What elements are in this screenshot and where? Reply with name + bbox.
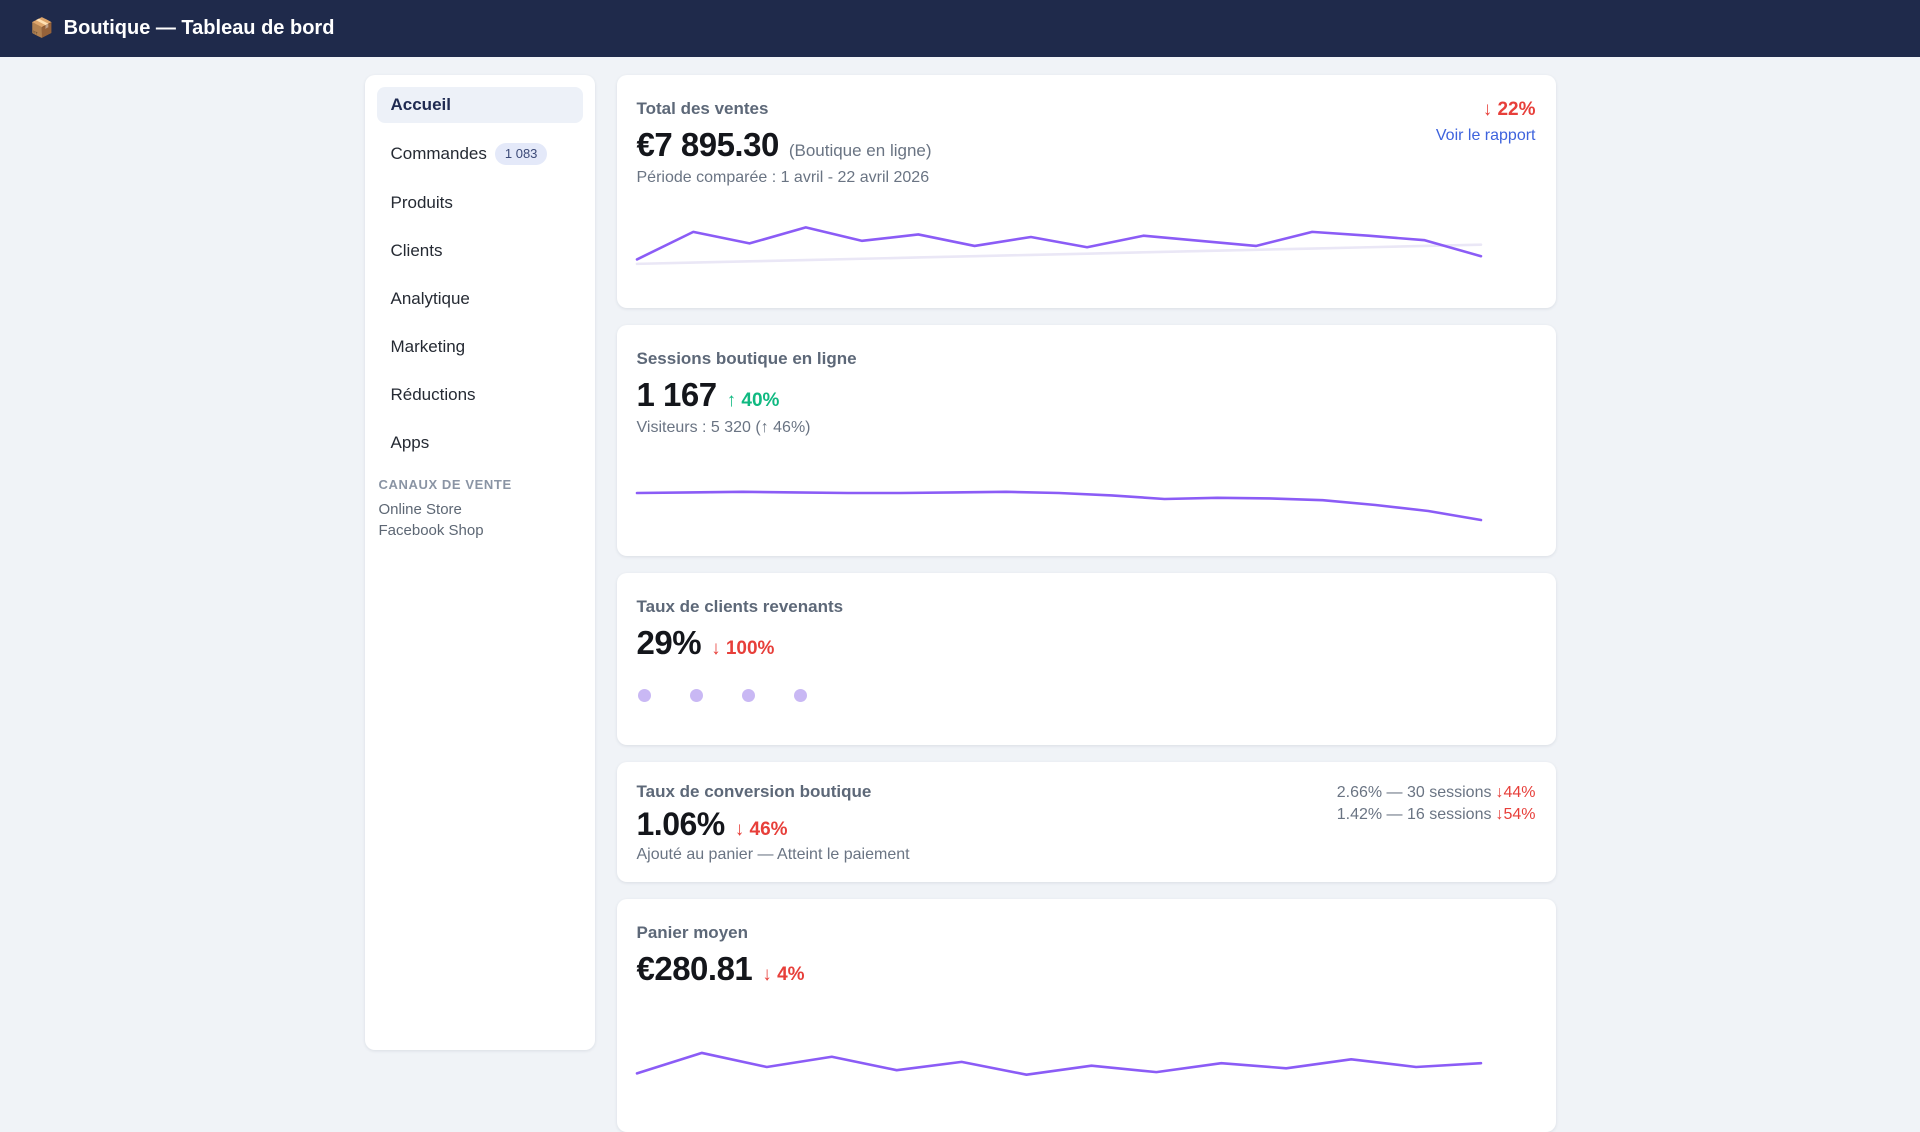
breakdown-delta: ↓44% xyxy=(1495,784,1536,801)
sidebar: Accueil Commandes 1 083 Produits Clients… xyxy=(364,75,595,1050)
dashboard-main: Total des ventes €7 895.30 (Boutique en … xyxy=(616,75,1556,1132)
compared-period-text: Période comparée : 1 avril - 22 avril 20… xyxy=(636,168,930,186)
total-sales-sparkline xyxy=(637,205,1481,269)
sidebar-item-produits[interactable]: Produits xyxy=(377,185,583,221)
funnel-steps-text: Ajouté au panier — Atteint le paiement xyxy=(636,846,910,863)
conversion-value: 1.06% xyxy=(636,806,726,842)
conversion-rate-card: Taux de conversion boutique 1.06% ↓ 46% … xyxy=(616,762,1556,882)
total-sales-card: Total des ventes €7 895.30 (Boutique en … xyxy=(616,75,1556,308)
average-cart-card: Panier moyen €280.81 ↓ 4% xyxy=(616,899,1556,1132)
sidebar-item-clients[interactable]: Clients xyxy=(377,233,583,269)
breakdown-text: 2.66% — 30 sessions xyxy=(1336,784,1492,801)
returning-rate-delta: ↓ 100% xyxy=(711,638,775,659)
total-sales-delta: ↓ 22% xyxy=(1482,99,1536,120)
sessions-sparkline xyxy=(637,481,1481,541)
orders-count-badge: 1 083 xyxy=(494,143,548,165)
sidebar-item-label: Clients xyxy=(390,240,443,260)
conversion-title: Taux de conversion boutique xyxy=(636,782,872,801)
conversion-breakdown: 2.66% — 30 sessions ↓44% 1.42% — 16 sessi… xyxy=(1337,782,1536,864)
sales-channels-heading: CANAUX DE VENTE xyxy=(378,476,512,492)
channel-facebook-shop[interactable]: Facebook Shop xyxy=(378,521,484,539)
returning-title: Taux de clients revenants xyxy=(636,597,844,616)
sidebar-item-marketing[interactable]: Marketing xyxy=(377,329,583,365)
current-period-line xyxy=(637,227,1481,259)
avg-cart-delta: ↓ 4% xyxy=(762,964,805,985)
returning-customer-dots xyxy=(637,688,1536,702)
sidebar-item-accueil[interactable]: Accueil xyxy=(376,87,583,123)
sessions-value: 1 167 xyxy=(636,376,718,413)
sessions-line xyxy=(637,491,1481,519)
returning-customer-dot xyxy=(637,688,651,702)
avg-cart-sparkline xyxy=(637,1035,1481,1099)
online-store-sessions-card: Sessions boutique en ligne 1 167 ↑ 40% V… xyxy=(616,325,1556,556)
breakdown-text: 1.42% — 16 sessions xyxy=(1336,806,1492,823)
view-report-link[interactable]: Voir le rapport xyxy=(1435,127,1536,144)
returning-customer-dot xyxy=(741,688,755,702)
sidebar-item-label: Réductions xyxy=(390,384,476,404)
app-title: Boutique — Tableau de bord xyxy=(63,17,335,39)
total-sales-title: Total des ventes xyxy=(636,99,769,118)
sidebar-item-label: Commandes xyxy=(390,143,487,163)
sidebar-item-commandes[interactable]: Commandes 1 083 xyxy=(377,135,583,173)
sidebar-item-label: Analytique xyxy=(390,288,470,308)
breakdown-row: 1.42% — 16 sessions ↓54% xyxy=(1337,804,1536,826)
sidebar-item-label: Marketing xyxy=(390,336,466,356)
total-sales-value: €7 895.30 xyxy=(636,126,780,163)
package-icon: 📦 xyxy=(30,18,54,39)
channel-online-store[interactable]: Online Store xyxy=(378,500,462,518)
sidebar-item-label: Apps xyxy=(390,432,430,452)
avg-cart-value: €280.81 xyxy=(636,950,753,987)
conversion-delta: ↓ 46% xyxy=(734,819,788,840)
total-sales-channel-note: (Boutique en ligne) xyxy=(788,141,932,160)
sidebar-item-label: Produits xyxy=(390,192,453,212)
sessions-title: Sessions boutique en ligne xyxy=(636,349,857,368)
returning-customer-dot xyxy=(793,688,807,702)
avg-cart-line xyxy=(637,1053,1481,1075)
returning-rate-value: 29% xyxy=(636,624,702,661)
sidebar-item-label: Accueil xyxy=(390,95,451,114)
visitors-text: Visiteurs : 5 320 (↑ 46%) xyxy=(636,418,811,436)
breakdown-row: 2.66% — 30 sessions ↓44% xyxy=(1337,782,1536,804)
breakdown-delta: ↓54% xyxy=(1495,806,1536,823)
previous-period-line xyxy=(637,244,1481,263)
returning-customer-dot xyxy=(689,688,703,702)
sidebar-item-reductions[interactable]: Réductions xyxy=(377,377,583,413)
sessions-delta: ↑ 40% xyxy=(726,390,780,411)
page-layout: Accueil Commandes 1 083 Produits Clients… xyxy=(364,75,1556,1132)
sidebar-item-apps[interactable]: Apps xyxy=(377,425,583,461)
topbar: 📦 Boutique — Tableau de bord xyxy=(0,0,1920,57)
returning-customers-card: Taux de clients revenants 29% ↓ 100% xyxy=(616,573,1556,745)
avg-cart-title: Panier moyen xyxy=(636,923,749,942)
sidebar-item-analytique[interactable]: Analytique xyxy=(377,281,583,317)
